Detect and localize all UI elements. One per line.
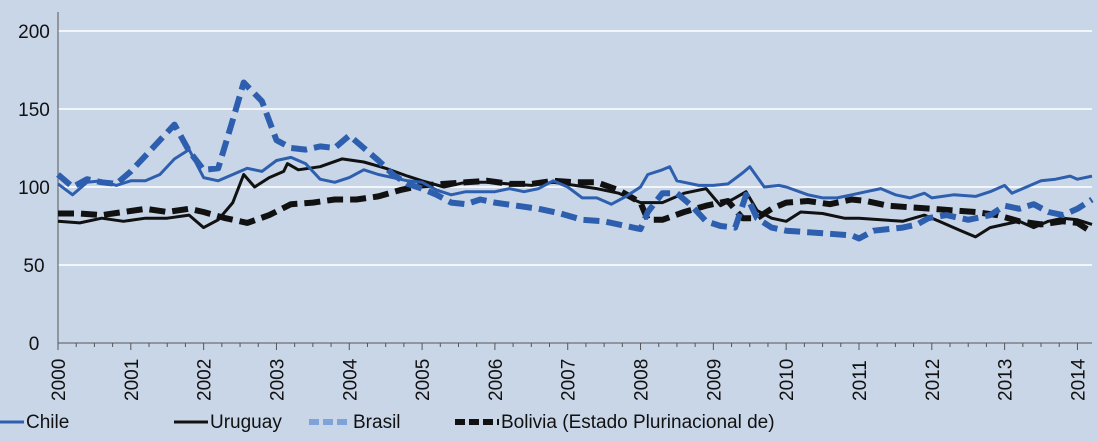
- x-tick-label: 2006: [486, 359, 507, 401]
- x-tick-label: 2010: [777, 359, 798, 401]
- x-tick-label: 2001: [122, 359, 143, 401]
- x-tick-label: 2003: [267, 359, 288, 401]
- series-line-bolivia: [58, 177, 1094, 235]
- x-tick-label: 2000: [49, 359, 70, 401]
- x-tick-label: 2009: [704, 359, 725, 401]
- y-tick-label: 150: [18, 100, 50, 121]
- x-tick-label: 2014: [1068, 358, 1089, 401]
- x-tick-label: 2013: [996, 359, 1017, 401]
- y-axis-tick-labels: 0 50 100 150 200: [18, 22, 50, 355]
- legend-label: Bolivia (Estado Plurinacional de): [501, 412, 775, 433]
- legend-label: Uruguay: [210, 412, 282, 433]
- x-tick-label: 2008: [632, 359, 653, 401]
- series-layer: [56, 79, 1094, 242]
- series-line-brasil: [56, 79, 1094, 242]
- legend-label: Brasil: [353, 412, 401, 433]
- series-line-uruguay: [57, 157, 1093, 239]
- x-tick-label: 2011: [850, 360, 871, 401]
- grid-lines: [58, 30, 1092, 266]
- x-tick-label: 2004: [340, 358, 361, 401]
- y-tick-label: 0: [29, 334, 40, 355]
- x-tick-label: 2007: [559, 359, 580, 401]
- x-tick-label: 2005: [413, 359, 434, 401]
- x-tick-label: 2002: [195, 359, 216, 401]
- y-tick-label: 50: [23, 256, 44, 277]
- y-tick-label: 200: [18, 22, 50, 43]
- legend-label: Chile: [26, 412, 69, 433]
- x-axis: 2000 2001 2002 2003 2004 2005 2006 2007 2008 2009…: [49, 12, 1092, 401]
- series-line-chile: [57, 148, 1093, 206]
- x-tick-label: 2012: [923, 359, 944, 401]
- y-tick-label: 100: [18, 178, 50, 199]
- legend: Chile Uruguay Brasil Bolivia (Estado Plurin…: [0, 412, 775, 433]
